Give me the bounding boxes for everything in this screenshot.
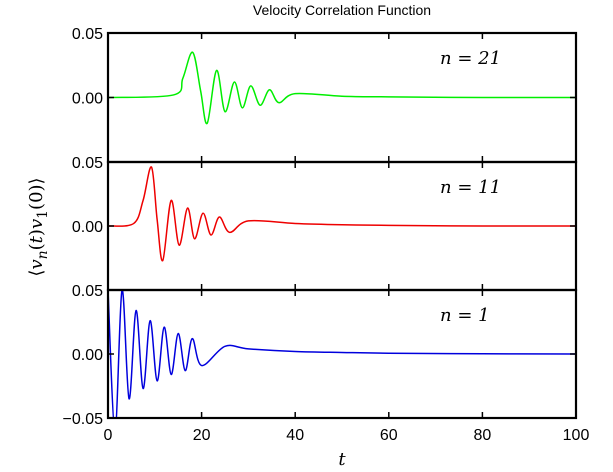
x-axis-label: t bbox=[338, 449, 346, 470]
y-tick-label: 0.00 bbox=[72, 91, 103, 108]
x-tick-label: 40 bbox=[286, 427, 304, 444]
y-tick-label: 0.00 bbox=[72, 347, 103, 364]
chart-title: Velocity Correlation Function bbox=[253, 2, 431, 18]
x-tick-label: 100 bbox=[563, 427, 590, 444]
y-tick-label: 0.05 bbox=[72, 155, 103, 172]
x-tick-label: 60 bbox=[380, 427, 398, 444]
panel-annotation: n = 21 bbox=[440, 48, 501, 69]
y-tick-label: −0.05 bbox=[63, 411, 104, 428]
y-axis-label: ⟨vn(t)v1(0)⟩ bbox=[26, 177, 51, 276]
y-tick-label: 0.05 bbox=[72, 283, 103, 300]
panel-2: 0.05 0.00 n = 11 bbox=[72, 155, 578, 292]
x-tick-label: 80 bbox=[474, 427, 492, 444]
panel-stack: 0.05 0.00 n = 21 0.05 0.00 n = 11 0.05 0.00 −0.0… bbox=[63, 26, 578, 428]
series-line-1 bbox=[108, 51, 576, 125]
series-line-3 bbox=[108, 290, 576, 418]
x-axis-ticks: 0 20 40 60 80 100 bbox=[104, 427, 590, 444]
y-tick-label: 0.00 bbox=[72, 219, 103, 236]
series-line-2 bbox=[108, 166, 576, 262]
svg-text:⟨vn(t)v1(0)⟩: ⟨vn(t)v1(0)⟩ bbox=[26, 177, 51, 276]
x-tick-label: 20 bbox=[193, 427, 211, 444]
panel-3: 0.05 0.00 −0.05 n = 1 bbox=[63, 283, 578, 428]
panel-annotation: n = 11 bbox=[440, 177, 501, 198]
x-tick-label: 0 bbox=[104, 427, 113, 444]
panel-1: 0.05 0.00 n = 21 bbox=[72, 26, 578, 164]
y-tick-label: 0.05 bbox=[72, 26, 103, 43]
panel-annotation: n = 1 bbox=[440, 305, 490, 326]
